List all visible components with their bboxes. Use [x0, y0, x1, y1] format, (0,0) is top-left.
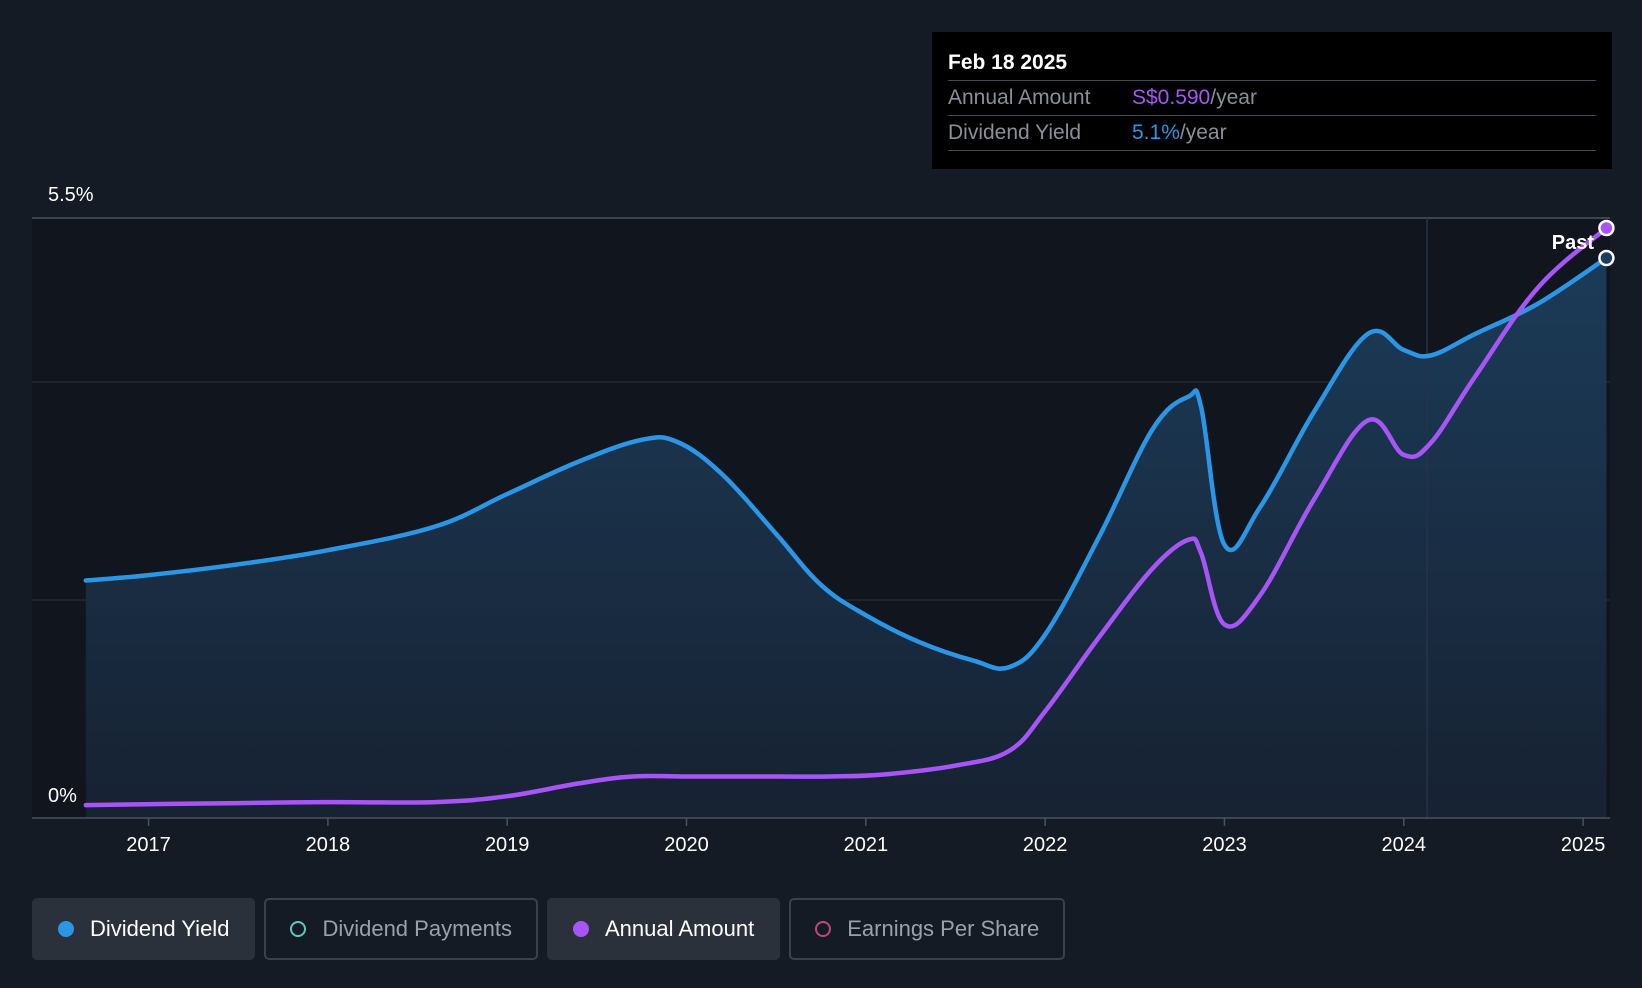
x-tick-label: 2022	[1023, 834, 1068, 856]
annual-amount-end-marker[interactable]	[1598, 219, 1615, 237]
legend-earnings-per-share[interactable]: Earnings Per Share	[789, 898, 1066, 960]
tooltip-yield-label: Dividend Yield	[948, 121, 1082, 144]
x-tick-label: 2024	[1382, 834, 1427, 856]
x-tick-label: 2023	[1202, 834, 1247, 856]
legend-annual-amount[interactable]: Annual Amount	[546, 898, 781, 960]
tooltip-yield-unit: /year	[1179, 121, 1227, 144]
tooltip-annual-value: S$0.590	[1132, 86, 1211, 109]
legend-dividend-yield[interactable]: Dividend Yield	[32, 898, 256, 960]
legend-dividend-payments[interactable]: Dividend Payments	[264, 898, 538, 960]
y-tick-label-top: 5.5%	[48, 184, 94, 206]
tooltip-yield-row: Dividend Yield 5.1%/year	[948, 116, 1596, 151]
dividend-yield-dot-icon	[58, 921, 74, 937]
x-axis-ticks: 2017 2018 2019 2020 2021 2022 2023 2024 2025	[126, 818, 1605, 856]
dividend-yield-line	[83, 255, 1609, 671]
legend-label: Dividend Yield	[90, 916, 230, 941]
legend-label: Annual Amount	[604, 916, 755, 941]
x-tick-label: 2020	[664, 834, 709, 856]
x-tick-label: 2021	[844, 834, 889, 856]
x-tick-label: 2017	[126, 834, 171, 856]
tooltip-yield-value: 5.1%	[1132, 121, 1180, 144]
legend-label: Earnings Per Share	[847, 916, 1040, 941]
x-tick-label: 2019	[485, 834, 530, 856]
tooltip-annual-row: Annual Amount S$0.590/year	[948, 81, 1596, 116]
past-region	[1427, 218, 1610, 818]
x-tick-label: 2025	[1561, 834, 1606, 856]
x-tick-label: 2018	[306, 834, 351, 856]
annual-amount-line	[83, 225, 1609, 808]
tooltip-date: Feb 18 2025	[948, 46, 1596, 81]
legend: Dividend Yield Dividend Payments Annual …	[32, 898, 1074, 960]
past-label: Past	[1552, 232, 1595, 254]
dividend-yield-end-marker[interactable]	[1598, 249, 1615, 267]
y-tick-label-bottom: 0%	[48, 785, 77, 807]
tooltip-annual-label: Annual Amount	[948, 86, 1091, 109]
annual-amount-dot-icon	[572, 921, 589, 937]
dividend-payments-ring-icon	[290, 921, 307, 937]
earnings-per-share-ring-icon	[815, 921, 832, 937]
tooltip-annual-unit: /year	[1210, 86, 1257, 109]
legend-label: Dividend Payments	[322, 916, 512, 941]
dividend-yield-area	[85, 258, 1607, 818]
tooltip: Feb 18 2025 Annual Amount S$0.590/year D…	[932, 32, 1612, 169]
